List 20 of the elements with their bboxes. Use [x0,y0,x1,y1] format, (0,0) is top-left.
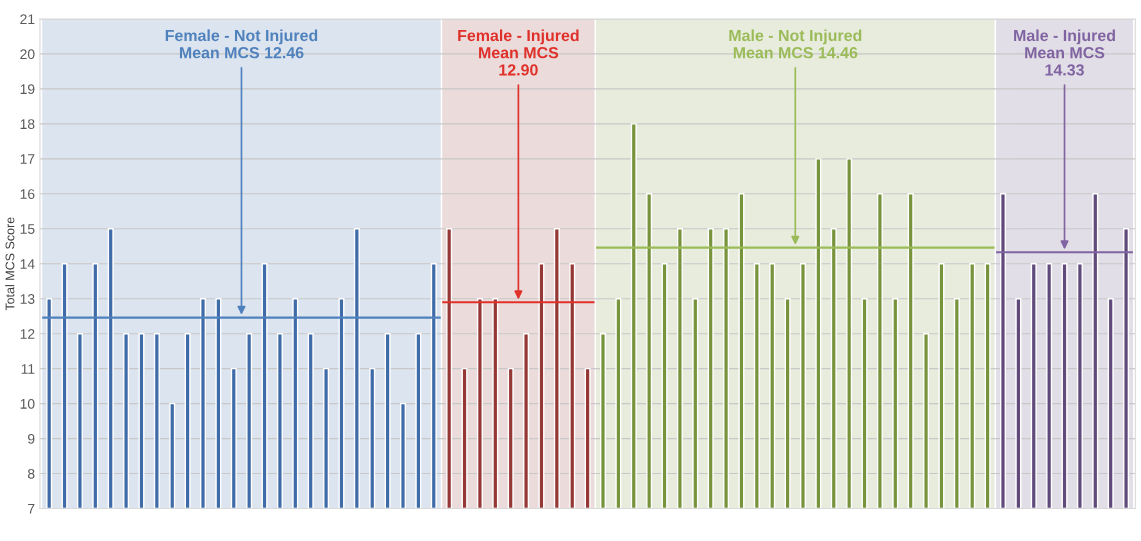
y-tick-label: 9 [28,433,35,444]
y-tick-label: 10 [20,398,35,409]
ref-line-label: Male - Not Injured Mean MCS 14.46 [729,29,862,59]
y-axis-title: Total MCS Score [5,217,15,311]
ref-line-label: Female - Not Injured Mean MCS 12.46 [165,29,318,59]
y-tick-label: 13 [20,294,35,304]
y-tick-label: 18 [20,119,35,130]
y-tick-label: 17 [20,154,35,164]
y-tick-label: 21 [20,14,35,24]
ref-line-label: Male - Injured Mean MCS 14.33 [1014,29,1115,76]
y-tick-label: 16 [20,189,35,199]
y-tick-label: 12 [20,329,35,339]
y-tick-label: 19 [20,84,35,95]
y-tick-label: 7 [28,504,35,514]
y-tick-label: 15 [20,224,35,234]
y-tick-label: 8 [27,468,35,479]
y-tick-label: 20 [20,49,35,60]
y-tick-label: 11 [21,364,35,374]
y-tick-label: 14 [20,259,35,269]
ref-line-label: Female - Injured Mean MCS 12.90 [458,29,579,76]
